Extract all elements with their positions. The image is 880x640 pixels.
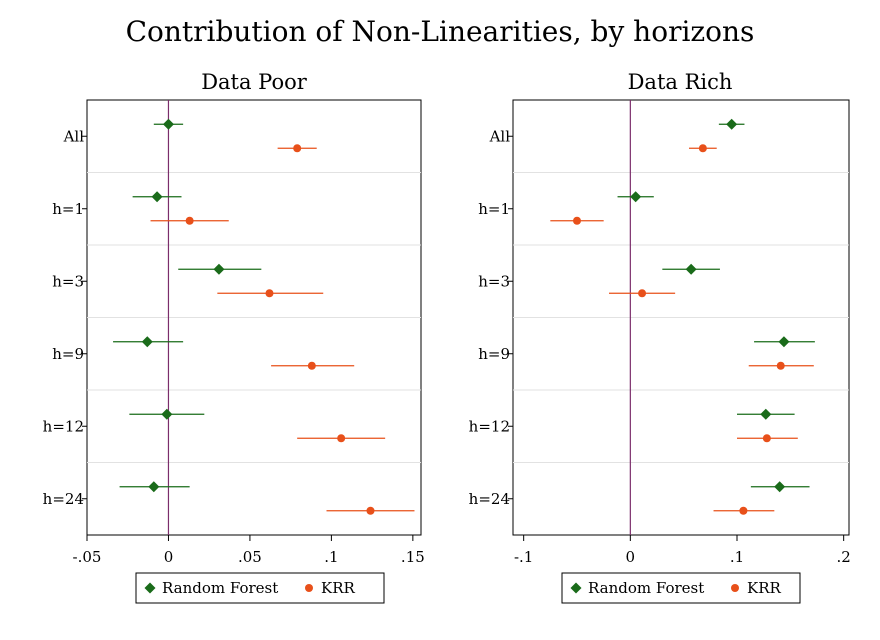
panel-title: Data Rich bbox=[628, 70, 733, 94]
point-random-forest bbox=[685, 263, 697, 275]
figure-title: Contribution of Non-Linearities, by hori… bbox=[126, 15, 755, 48]
category-label: h=12 bbox=[43, 417, 84, 435]
point-random-forest bbox=[141, 336, 153, 348]
point-random-forest bbox=[213, 263, 225, 275]
category-label: h=3 bbox=[478, 272, 510, 290]
point-krr bbox=[638, 289, 647, 298]
point-random-forest bbox=[148, 481, 160, 493]
legend-marker-krr bbox=[305, 584, 313, 592]
x-tick-label: -.05 bbox=[73, 548, 102, 566]
x-tick-label: -.1 bbox=[514, 548, 533, 566]
legend-marker-krr bbox=[731, 584, 739, 592]
point-random-forest bbox=[726, 118, 738, 130]
category-label: h=9 bbox=[478, 345, 510, 363]
point-krr bbox=[185, 216, 194, 225]
point-krr bbox=[366, 506, 375, 515]
point-random-forest bbox=[774, 481, 786, 493]
legend: Random Forest KRR bbox=[561, 572, 801, 604]
legend-marker-random-forest bbox=[570, 582, 582, 594]
point-krr bbox=[762, 434, 771, 443]
x-tick-label: .15 bbox=[401, 548, 425, 566]
point-krr bbox=[573, 216, 581, 225]
legend: Random Forest KRR bbox=[135, 572, 385, 604]
point-krr bbox=[265, 289, 274, 298]
panel-data-poor: Data Poor -.05 0 .05 .1 .15 All h=1 h=3 h=9 h=12 h=… bbox=[43, 70, 425, 604]
point-random-forest bbox=[630, 191, 642, 203]
point-random-forest bbox=[778, 336, 790, 348]
category-label: All bbox=[489, 127, 511, 145]
point-krr bbox=[739, 506, 748, 515]
x-tick-label: 0 bbox=[164, 548, 174, 566]
point-random-forest bbox=[161, 408, 173, 420]
category-label: h=3 bbox=[52, 272, 84, 290]
point-random-forest bbox=[760, 408, 772, 420]
legend-label-krr: KRR bbox=[321, 579, 356, 597]
category-label: h=24 bbox=[43, 490, 84, 508]
point-krr bbox=[776, 361, 785, 370]
point-random-forest bbox=[151, 191, 163, 203]
point-random-forest bbox=[162, 118, 174, 130]
category-label: h=1 bbox=[52, 200, 84, 218]
point-krr bbox=[307, 361, 316, 370]
category-label: h=9 bbox=[52, 345, 84, 363]
category-label: h=12 bbox=[469, 417, 510, 435]
panel-data-rich: Data Rich -.1 0 .1 .2 All h=1 h=3 h=9 h=12 h=24 Ran… bbox=[469, 70, 851, 604]
point-krr bbox=[698, 144, 707, 153]
category-label: All bbox=[63, 127, 85, 145]
legend-box bbox=[135, 572, 385, 604]
legend-box bbox=[561, 572, 801, 604]
category-label: h=1 bbox=[478, 200, 510, 218]
legend-marker-random-forest bbox=[144, 582, 156, 594]
legend-label-random-forest: Random Forest bbox=[588, 579, 704, 597]
x-tick-label: .2 bbox=[837, 548, 851, 566]
legend-label-krr: KRR bbox=[747, 579, 782, 597]
panel-title: Data Poor bbox=[201, 70, 308, 94]
point-krr bbox=[337, 434, 346, 443]
x-tick-label: .1 bbox=[730, 548, 744, 566]
x-tick-label: .05 bbox=[238, 548, 262, 566]
legend-label-random-forest: Random Forest bbox=[162, 579, 278, 597]
x-tick-label: .1 bbox=[324, 548, 338, 566]
category-label: h=24 bbox=[469, 490, 510, 508]
point-krr bbox=[293, 144, 302, 153]
x-tick-label: 0 bbox=[626, 548, 636, 566]
